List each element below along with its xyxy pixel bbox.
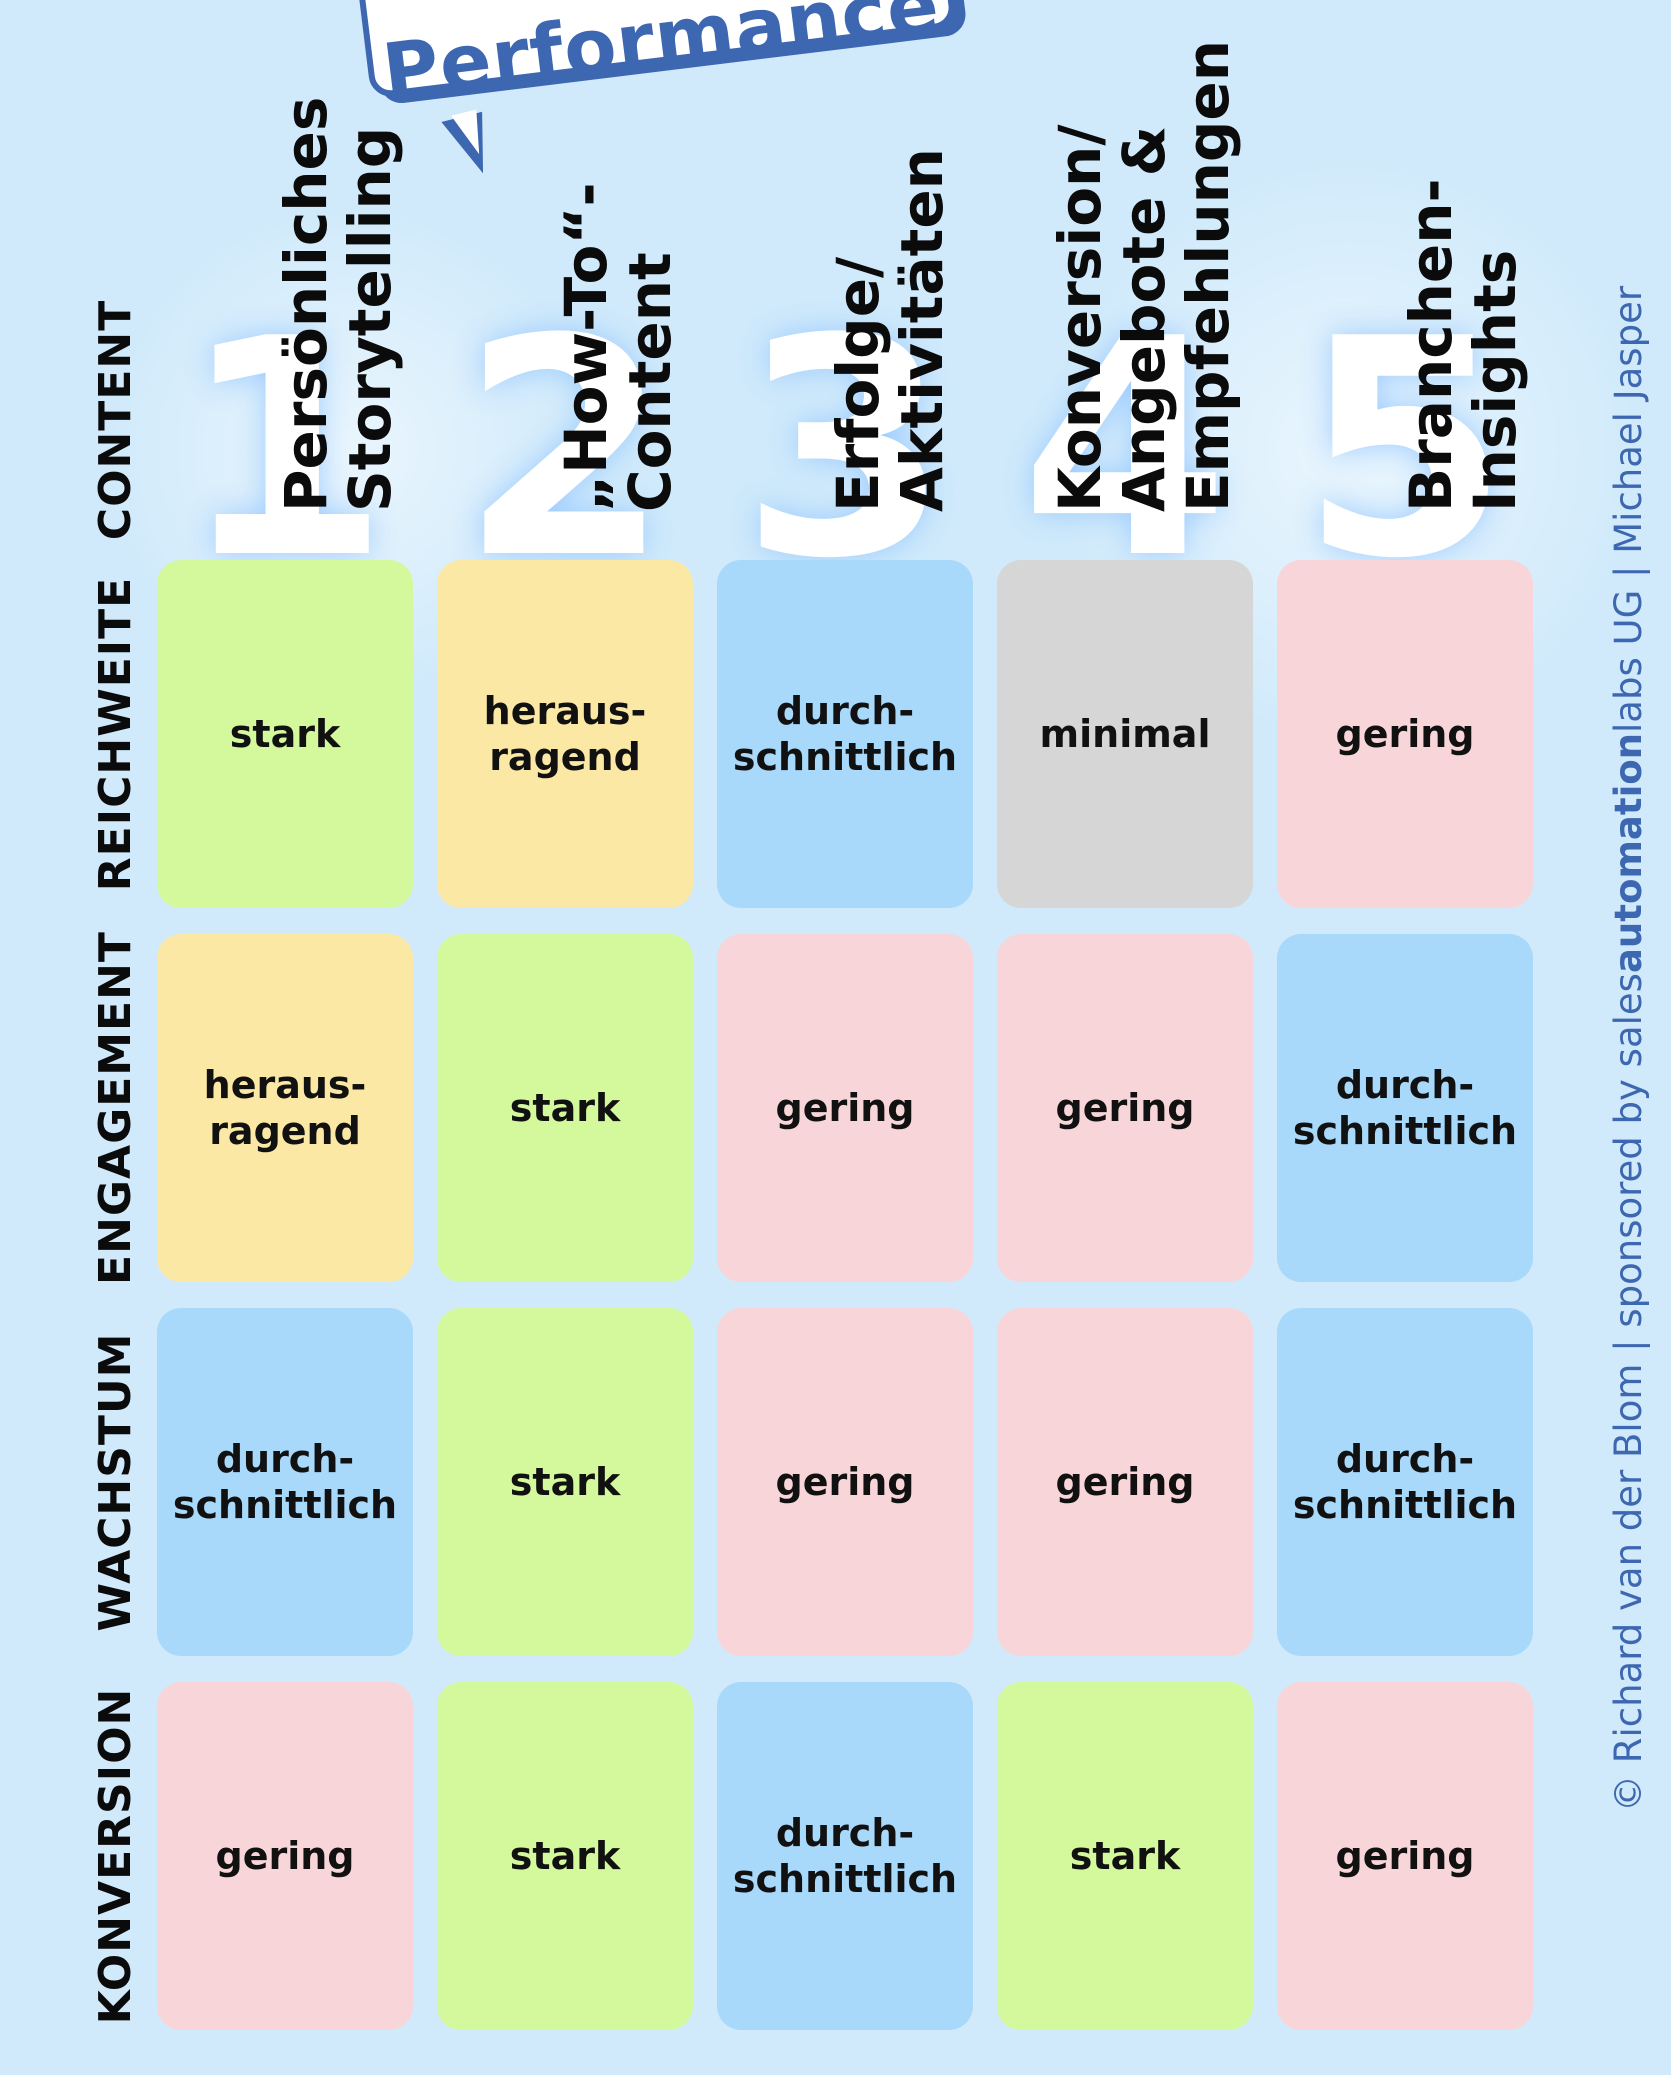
column-header-1: Persönliches Storytelling: [210, 0, 466, 530]
cell-engagement-4: gering: [997, 934, 1253, 1282]
cell-value: gering: [1055, 1460, 1195, 1504]
cell-value: gering: [215, 1834, 355, 1878]
row-label-text: REICHWEITE: [89, 576, 141, 892]
cell-value: durch- schnittlich: [732, 1811, 958, 1901]
cell-reichweite-1: stark: [157, 560, 413, 908]
cell-value: durch- schnittlich: [1292, 1063, 1518, 1153]
cell-engagement-1: heraus- ragend: [157, 934, 413, 1282]
cell-value: gering: [775, 1086, 915, 1130]
column-number-3: 3: [740, 275, 950, 624]
column-number-4: 4: [1020, 275, 1230, 624]
column-header-4: Konversion/ Angebote & Empfehlungen: [1016, 0, 1272, 530]
cell-wachstum-4: gering: [997, 1308, 1253, 1656]
column-header-3: Erfolge/ Aktivitäten: [762, 0, 1018, 530]
row-label-text: KONVERSION: [89, 1687, 141, 2025]
row-label-text: WACHSTUM: [89, 1332, 141, 1632]
cell-value: durch- schnittlich: [1292, 1437, 1518, 1527]
cell-value: heraus- ragend: [483, 689, 647, 779]
cell-value: stark: [509, 1086, 621, 1130]
cell-wachstum-3: gering: [717, 1308, 973, 1656]
column-number-2: 2: [460, 275, 670, 624]
cell-value: gering: [775, 1460, 915, 1504]
cell-konversion-4: stark: [997, 1682, 1253, 2030]
row-label-text: CONTENT: [89, 299, 141, 541]
cell-konversion-3: durch- schnittlich: [717, 1682, 973, 2030]
column-number-5: 5: [1300, 275, 1510, 624]
row-label-wachstum: WACHSTUM: [80, 1308, 150, 1656]
cell-value: gering: [1335, 1834, 1475, 1878]
cell-reichweite-4: minimal: [997, 560, 1253, 908]
row-label-engagement: ENGAGEMENT: [80, 931, 150, 1285]
cell-engagement-2: stark: [437, 934, 693, 1282]
credit-bold: automation: [1606, 732, 1650, 974]
cell-value: durch- schnittlich: [172, 1437, 398, 1527]
credit-line: © Richard van der Blom | sponsored by sa…: [1598, 252, 1658, 1812]
cell-konversion-1: gering: [157, 1682, 413, 2030]
cell-engagement-5: durch- schnittlich: [1277, 934, 1533, 1282]
credit-suffix: labs UG | Michael Jasper: [1606, 285, 1650, 733]
row-label-konversion: KONVERSION: [80, 1682, 150, 2030]
cell-value: heraus- ragend: [203, 1063, 367, 1153]
cell-value: stark: [509, 1834, 621, 1878]
cell-value: minimal: [1039, 712, 1211, 756]
row-label-reichweite: REICHWEITE: [80, 560, 150, 908]
column-title: Persönliches Storytelling: [272, 96, 404, 512]
cell-wachstum-5: durch- schnittlich: [1277, 1308, 1533, 1656]
cell-konversion-5: gering: [1277, 1682, 1533, 2030]
cell-reichweite-5: gering: [1277, 560, 1533, 908]
column-number-1: 1: [180, 275, 390, 624]
cell-value: stark: [1069, 1834, 1181, 1878]
cell-value: durch- schnittlich: [732, 689, 958, 779]
column-title: Konversion/ Angebote & Empfehlungen: [1046, 39, 1242, 512]
cell-value: gering: [1335, 712, 1475, 756]
cell-value: stark: [229, 712, 341, 756]
cell-value: stark: [509, 1460, 621, 1504]
column-title: Branchen- Insights: [1397, 178, 1529, 512]
row-label-text: ENGAGEMENT: [89, 931, 141, 1285]
row-label-content: CONTENT: [80, 300, 150, 540]
column-title: Erfolge/ Aktivitäten: [824, 148, 956, 512]
column-title: „How-To“- Content: [552, 182, 684, 512]
credit-prefix: © Richard van der Blom | sponsored by sa…: [1606, 973, 1650, 1812]
cell-engagement-3: gering: [717, 934, 973, 1282]
cell-konversion-2: stark: [437, 1682, 693, 2030]
cell-value: gering: [1055, 1086, 1195, 1130]
cell-wachstum-1: durch- schnittlich: [157, 1308, 413, 1656]
column-header-2: „How-To“- Content: [490, 0, 746, 530]
column-header-5: Branchen- Insights: [1335, 0, 1591, 530]
cell-reichweite-2: heraus- ragend: [437, 560, 693, 908]
cell-wachstum-2: stark: [437, 1308, 693, 1656]
cell-reichweite-3: durch- schnittlich: [717, 560, 973, 908]
